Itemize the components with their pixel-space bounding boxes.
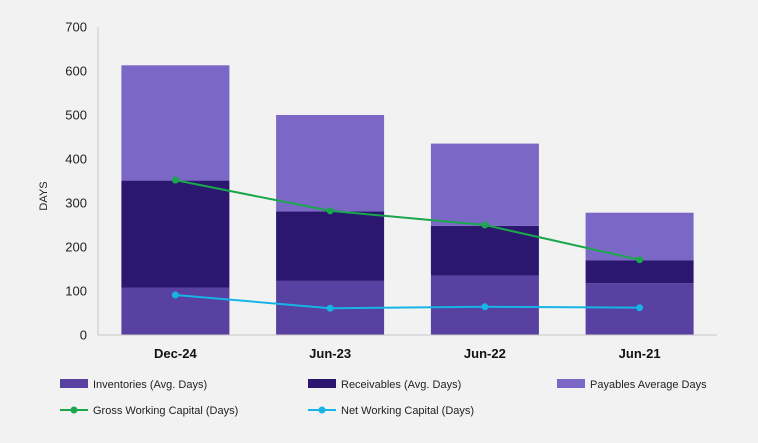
bar-segment-3-jun-22 [430,143,539,226]
series-line-2 [175,294,640,310]
legend: Inventories (Avg. Days) Receivables (Avg.… [60,379,707,417]
y-tick-label: 0 [80,328,87,343]
x-tick-label: Dec-24 [154,346,197,361]
bars-layer [121,65,694,335]
series-point-1 [481,221,489,229]
legend-swatch [60,379,88,388]
series-point-1 [326,207,334,215]
legend-label: Gross Working Capital (Days) [93,405,238,417]
legend-label: Receivables (Avg. Days) [341,379,461,391]
y-axis-title: DAYS [38,181,50,210]
legend-label: Net Working Capital (Days) [341,405,474,417]
series-point-2 [636,304,644,312]
bar-segment-2-jun-21 [585,260,694,284]
series-line-1 [175,179,640,261]
axes-layer: 0 100 200 300 400 500 600 700 Dec-24 Jun-23 Jun-22… [38,20,717,361]
y-tick-label: 300 [65,196,87,211]
y-tick-label: 400 [65,152,87,167]
y-tick-label: 600 [65,64,87,79]
y-tick-label: 200 [65,240,87,255]
bar-segment-3-jun-23 [276,115,385,212]
legend-swatch-marker [318,406,326,414]
legend-swatch [557,379,585,388]
bar-segment-2-jun-23 [276,211,385,281]
x-tick-label: Jun-23 [309,346,351,361]
bar-segment-3-dec-24 [121,65,230,181]
bar-segment-3-jun-21 [585,212,694,261]
series-point-2 [481,303,489,311]
bar-segment-2-jun-22 [430,225,539,276]
legend-swatch-marker [70,406,78,414]
y-tick-label: 700 [65,20,87,35]
series-point-2 [326,304,334,312]
series-point-2 [171,291,179,299]
y-tick-label: 500 [65,108,87,123]
y-tick-label: 100 [65,284,87,299]
legend-label: Inventories (Avg. Days) [93,379,207,391]
x-tick-label: Jun-21 [619,346,661,361]
bar-segment-2-dec-24 [121,180,230,288]
series-point-1 [171,176,179,184]
legend-label: Payables Average Days [590,379,707,391]
lines-layer [171,176,644,312]
legend-swatch [308,379,336,388]
x-tick-label: Jun-22 [464,346,506,361]
series-point-1 [636,256,644,264]
